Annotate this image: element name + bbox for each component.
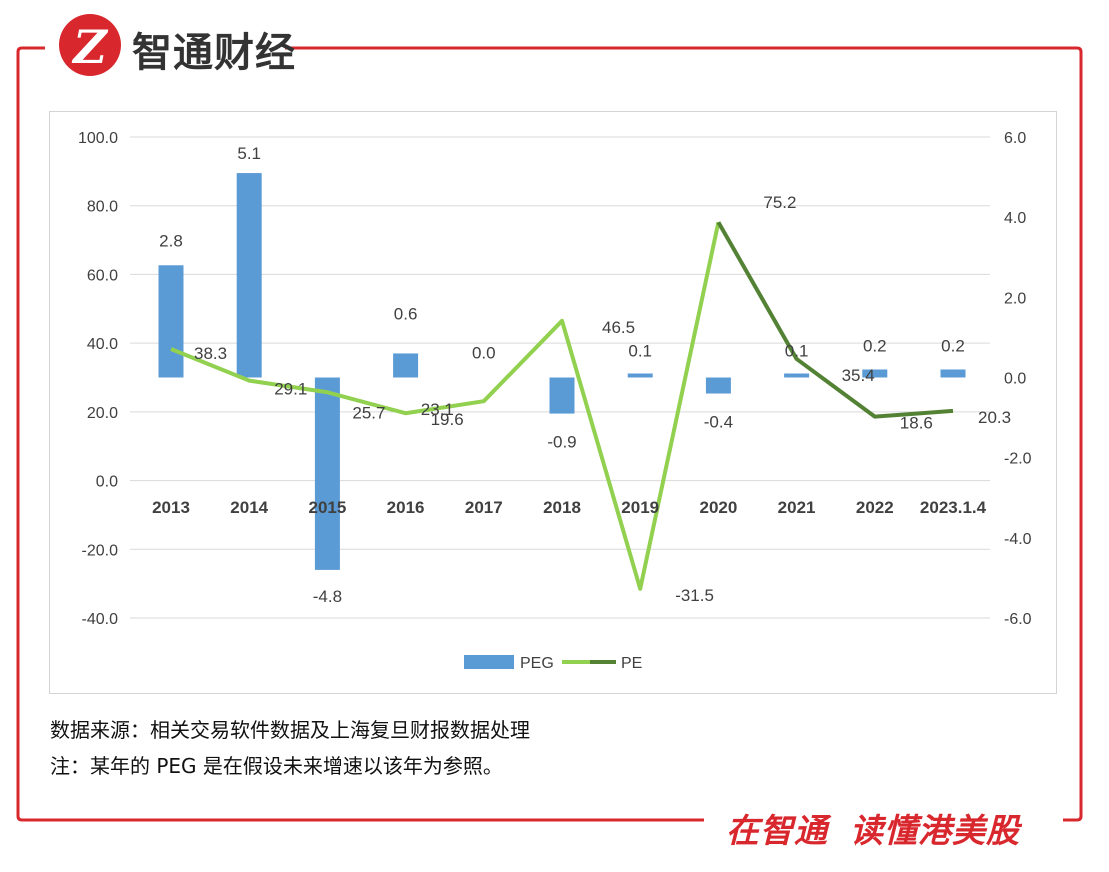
- peg-data-label: 0.6: [394, 304, 418, 323]
- peg-data-label: -0.9: [547, 433, 576, 452]
- pe-line-early: [170, 221, 721, 591]
- left-axis-tick-label: 80.0: [87, 199, 118, 216]
- left-axis-tick-label: 40.0: [87, 336, 118, 353]
- x-axis-tick-label: 2023.1.4: [920, 498, 987, 517]
- peg-data-label: 0.2: [863, 336, 887, 355]
- x-axis-tick-label: 2020: [699, 498, 737, 517]
- slogan-part-2: 读懂港美股: [850, 811, 1020, 850]
- legend-peg-swatch: [464, 655, 514, 669]
- pe-line: [170, 221, 954, 591]
- x-axis-tick-label: 2013: [152, 498, 190, 517]
- pe-data-label: 25.7: [352, 403, 385, 422]
- peg-bar: [705, 377, 731, 394]
- right-axis-tick-label: 2.0: [1004, 290, 1026, 307]
- peg-data-label: 0.1: [628, 341, 652, 360]
- peg-bar: [940, 369, 966, 378]
- brand-logo-icon: Z: [59, 14, 121, 76]
- svg-text:Z: Z: [71, 20, 108, 74]
- right-axis-tick-label: 4.0: [1004, 210, 1026, 227]
- peg-data-label: 0.1: [785, 341, 809, 360]
- peg-data-label: 0.2: [941, 336, 965, 355]
- pe-data-label: 75.2: [763, 193, 796, 212]
- peg-bar: [393, 353, 419, 378]
- pe-data-label: 35.4: [842, 366, 875, 385]
- data-source-note: 数据来源：相关交易软件数据及上海复旦财报数据处理: [50, 718, 530, 742]
- axis-labels: 100.0 80.0 60.0 40.0 20.0 0.0 -20.0 -40.0 6.0 4.0…: [78, 130, 1032, 628]
- right-axis-tick-label: -6.0: [1004, 611, 1032, 628]
- peg-bar: [236, 173, 262, 378]
- x-axis-tick-label: 2016: [387, 498, 425, 517]
- peg-bar: [549, 377, 575, 414]
- left-axis-tick-label: 60.0: [87, 267, 118, 284]
- peg-data-label: 2.8: [159, 231, 183, 250]
- slogan-part-1: 在智通: [726, 811, 828, 850]
- pe-data-label: 46.5: [602, 318, 635, 337]
- peg-footnote: 注：某年的 PEG 是在假设未来增速以该年为参照。: [50, 754, 503, 778]
- legend: PEG PE: [464, 655, 642, 672]
- pe-data-label: 20.3: [978, 408, 1011, 427]
- right-axis-tick-label: 6.0: [1004, 130, 1026, 147]
- legend-peg-label: PEG: [520, 655, 554, 672]
- peg-data-label: -0.4: [704, 413, 733, 432]
- x-axis-tick-label: 2021: [778, 498, 816, 517]
- x-axis-tick-label: 2015: [308, 498, 346, 517]
- pe-data-label: -31.5: [675, 586, 714, 605]
- left-axis-tick-label: -40.0: [82, 611, 119, 628]
- peg-bar: [158, 265, 184, 378]
- peg-bars: [158, 173, 966, 570]
- pe-data-label: 19.6: [431, 410, 464, 429]
- legend-pe-label: PE: [621, 655, 642, 672]
- left-axis-tick-label: 20.0: [87, 405, 118, 422]
- right-axis-tick-label: -4.0: [1004, 531, 1032, 548]
- x-axis-tick-label: 2018: [543, 498, 581, 517]
- pe-data-label: 23.1: [421, 400, 454, 419]
- peg-pe-chart: 2.8 5.1 -4.8 0.6 0.0 -0.9 0.1 -0.4 0.1 0.2 0.2 38.3…: [78, 130, 1032, 672]
- data-labels: 2.8 5.1 -4.8 0.6 0.0 -0.9 0.1 -0.4 0.1 0.2 0.2 38.3…: [159, 144, 1011, 606]
- left-axis-tick-label: 100.0: [78, 130, 118, 147]
- peg-bar: [627, 373, 653, 378]
- peg-bar: [862, 369, 888, 378]
- chart-container: 2.8 5.1 -4.8 0.6 0.0 -0.9 0.1 -0.4 0.1 0.2 0.2 38.3…: [49, 111, 1057, 694]
- x-axis-tick-label: 2022: [856, 498, 894, 517]
- x-axis-tick-label: 2017: [465, 498, 503, 517]
- right-axis-tick-label: -2.0: [1004, 451, 1032, 468]
- peg-bar: [314, 377, 340, 570]
- right-axis-tick-label: 0.0: [1004, 371, 1026, 388]
- frame-border-right: [285, 46, 1083, 822]
- peg-data-label: 5.1: [237, 144, 261, 163]
- peg-data-label: 0.0: [472, 344, 496, 363]
- peg-data-label: -4.8: [313, 587, 342, 606]
- left-axis-tick-label: 0.0: [96, 474, 118, 491]
- pe-line-recent: [716, 221, 954, 419]
- x-axis-tick-label: 2019: [621, 498, 659, 517]
- pe-data-label: 18.6: [900, 414, 933, 433]
- left-axis-tick-label: -20.0: [82, 542, 119, 559]
- peg-bar: [784, 373, 810, 378]
- slogan: 在智通 读懂港美股: [726, 804, 1042, 852]
- pe-data-label: 38.3: [194, 344, 227, 363]
- frame-border: [16, 46, 704, 822]
- pe-data-label: 29.1: [274, 380, 307, 399]
- x-axis-tick-label: 2014: [230, 498, 268, 517]
- brand-name: 智通财经: [132, 30, 296, 76]
